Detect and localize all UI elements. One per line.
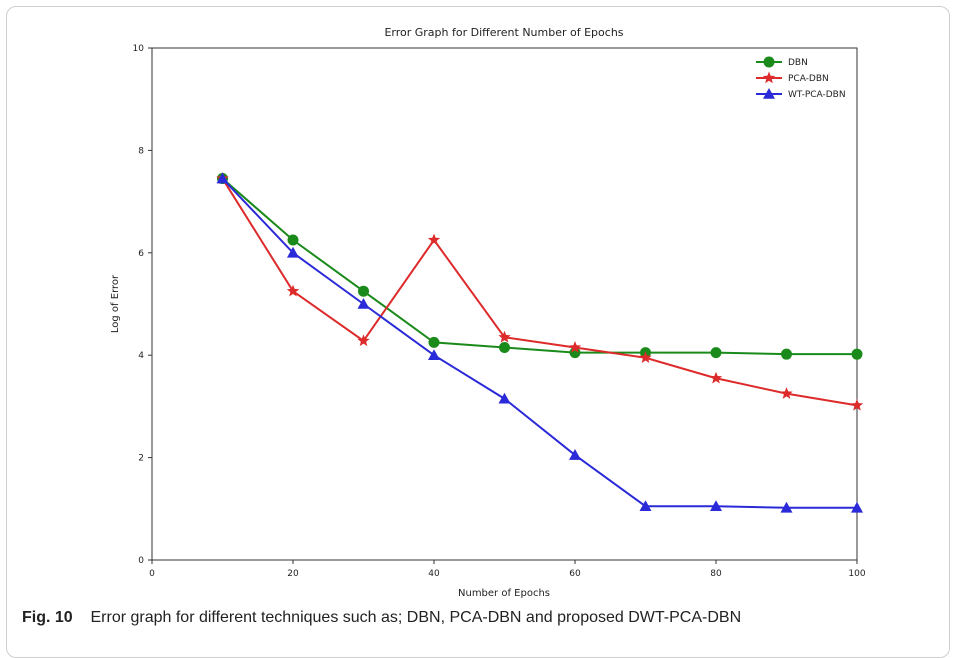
data-point-wt-pca-dbn [498, 392, 511, 404]
data-point-dbn [851, 348, 863, 360]
data-point-pca-dbn [780, 387, 793, 399]
y-tick-label: 0 [138, 556, 144, 566]
x-tick-label: 100 [848, 569, 865, 579]
legend-marker-dbn [763, 56, 775, 68]
data-point-pca-dbn [850, 398, 864, 411]
x-axis-label: Number of Epochs [458, 588, 550, 599]
legend: DBN PCA-DBN WT-PCA-DBN [756, 56, 846, 100]
figure-caption: Fig. 10 Error graph for different techni… [22, 609, 942, 627]
data-point-pca-dbn [709, 371, 723, 384]
y-axis: 0 2 4 6 8 10 [133, 44, 152, 566]
series-line-pca-dbn [221, 178, 858, 407]
legend-label-wt-pca-dbn: WT-PCA-DBN [788, 90, 846, 100]
data-point-dbn [428, 336, 440, 348]
data-point-pca-dbn [286, 284, 300, 297]
data-point-wt-pca-dbn [780, 501, 793, 513]
data-point-wt-pca-dbn [428, 349, 440, 360]
data-point-wt-pca-dbn [357, 298, 370, 309]
data-point-wt-pca-dbn [710, 500, 722, 512]
x-tick-label: 20 [287, 569, 299, 579]
legend-label-dbn: DBN [788, 58, 808, 68]
data-point-pca-dbn [639, 351, 652, 364]
data-point-pca-dbn [427, 233, 441, 246]
caption-label: Fig. 10 [22, 609, 73, 626]
data-point-wt-pca-dbn [851, 501, 863, 513]
data-point-dbn [287, 234, 299, 246]
legend-marker-pca-dbn [762, 71, 776, 84]
figure-frame [6, 6, 950, 658]
series-layer [216, 172, 864, 513]
y-axis-label: Log of Error [110, 274, 121, 333]
y-tick-label: 8 [138, 146, 144, 156]
data-point-wt-pca-dbn [216, 172, 229, 184]
plot-area [151, 47, 858, 561]
data-point-dbn [781, 348, 792, 360]
legend-marker-wt-pca-dbn [763, 88, 775, 99]
caption-text: Error graph for different techniques suc… [90, 609, 742, 626]
data-point-wt-pca-dbn [287, 246, 299, 258]
legend-label-pca-dbn: PCA-DBN [788, 74, 829, 84]
caption-spacer [77, 609, 86, 626]
data-point-wt-pca-dbn [639, 500, 652, 512]
y-tick-label: 6 [138, 249, 144, 259]
data-point-wt-pca-dbn [569, 449, 581, 460]
x-axis: 0 20 40 60 80 100 [149, 560, 866, 579]
series-line-wt-pca-dbn [221, 177, 857, 509]
data-point-dbn [710, 347, 722, 359]
y-tick-label: 2 [138, 454, 144, 464]
x-tick-label: 0 [149, 569, 155, 579]
x-tick-label: 40 [428, 569, 440, 579]
data-point-pca-dbn [357, 334, 370, 347]
x-tick-label: 60 [569, 569, 581, 579]
x-tick-label: 80 [710, 569, 722, 579]
chart-title: Error Graph for Different Number of Epoc… [384, 26, 623, 39]
data-point-pca-dbn [498, 330, 511, 343]
y-tick-label: 10 [133, 44, 145, 54]
data-point-pca-dbn [568, 341, 582, 353]
data-point-dbn [499, 342, 510, 354]
y-tick-label: 4 [138, 351, 144, 361]
data-point-dbn [358, 285, 369, 297]
series-line-dbn [221, 177, 857, 356]
line-chart: Error Graph for Different Number of Epoc… [110, 26, 866, 599]
